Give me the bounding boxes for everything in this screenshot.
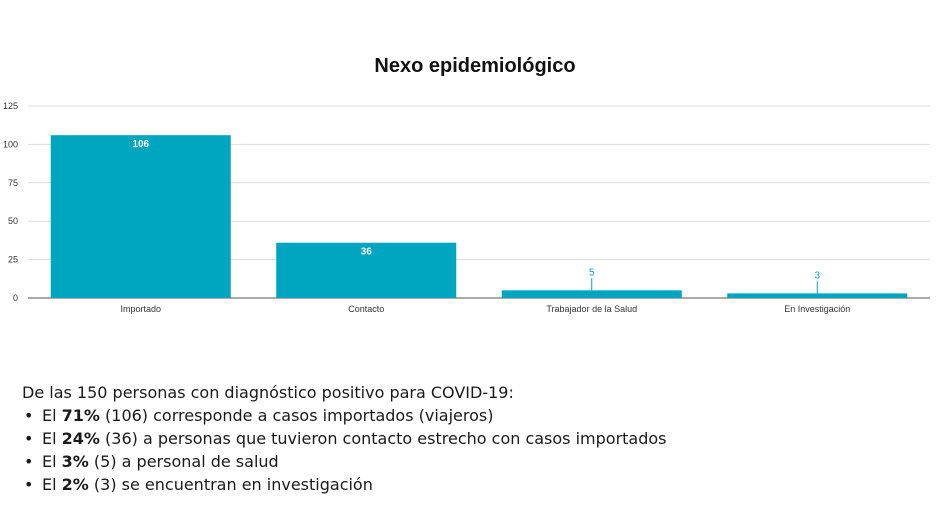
summary-item-post: (36) a personas que tuvieron contacto es… bbox=[99, 429, 667, 448]
bar bbox=[50, 135, 231, 298]
y-tick-label: 100 bbox=[3, 139, 18, 149]
summary-intro: De las 150 personas con diagnóstico posi… bbox=[22, 383, 514, 402]
summary-item-pre: El bbox=[42, 429, 62, 448]
bar bbox=[501, 290, 682, 298]
summary-item: • El 3% (5) a personal de salud bbox=[22, 450, 922, 473]
summary-item-pre: El bbox=[42, 475, 62, 494]
data-label: 36 bbox=[361, 247, 373, 258]
summary-item-percent: 2% bbox=[61, 475, 89, 494]
y-tick-label: 50 bbox=[8, 216, 18, 226]
x-category-label: Importado bbox=[120, 304, 161, 314]
summary-item-percent: 3% bbox=[61, 452, 89, 471]
chart-canvas: Nexo epidemiológico 0 25 50 75 100 125 106 36 5… bbox=[3, 55, 930, 314]
x-axis-categories: Importado Contacto Trabajador de la Salud E… bbox=[120, 304, 850, 314]
y-tick-label: 125 bbox=[3, 101, 18, 111]
y-tick-label: 0 bbox=[13, 293, 18, 303]
x-category-label: Contacto bbox=[348, 304, 384, 314]
bullet-icon: • bbox=[24, 406, 34, 425]
data-labels: 106 36 5 3 bbox=[132, 139, 820, 294]
summary-item-post: (106) corresponde a casos importados (vi… bbox=[99, 406, 494, 425]
summary-item: • El 24% (36) a personas que tuvieron con… bbox=[22, 427, 922, 450]
summary-item: • El 71% (106) corresponde a casos import… bbox=[22, 404, 922, 427]
data-label: 106 bbox=[132, 139, 149, 150]
summary-text: De las 150 personas con diagnóstico posi… bbox=[22, 381, 922, 496]
summary-item: • El 2% (3) se encuentran en investigació… bbox=[22, 473, 922, 496]
summary-item-post: (5) a personal de salud bbox=[88, 452, 279, 471]
bullet-icon: • bbox=[24, 475, 34, 494]
bullet-icon: • bbox=[24, 429, 34, 448]
chart-title: Nexo epidemiológico bbox=[374, 55, 575, 77]
y-tick-label: 25 bbox=[8, 255, 18, 265]
bars bbox=[50, 135, 908, 298]
summary-item-post: (3) se encuentran en investigación bbox=[88, 475, 373, 494]
summary-item-percent: 24% bbox=[61, 429, 100, 448]
bar bbox=[727, 293, 908, 298]
summary-item-pre: El bbox=[42, 452, 62, 471]
bullet-icon: • bbox=[24, 452, 34, 471]
summary-item-pre: El bbox=[42, 406, 62, 425]
data-label: 3 bbox=[814, 270, 820, 281]
x-category-label: En Investigación bbox=[784, 304, 850, 314]
data-label: 5 bbox=[589, 267, 595, 278]
summary-list: • El 71% (106) corresponde a casos import… bbox=[22, 404, 922, 496]
bar bbox=[276, 242, 457, 298]
y-tick-label: 75 bbox=[8, 178, 18, 188]
x-category-label: Trabajador de la Salud bbox=[546, 304, 637, 314]
y-axis-ticks: 0 25 50 75 100 125 bbox=[3, 101, 18, 303]
bar-chart: Nexo epidemiológico 0 25 50 75 100 125 106 36 5… bbox=[3, 55, 930, 314]
summary-item-percent: 71% bbox=[61, 406, 100, 425]
